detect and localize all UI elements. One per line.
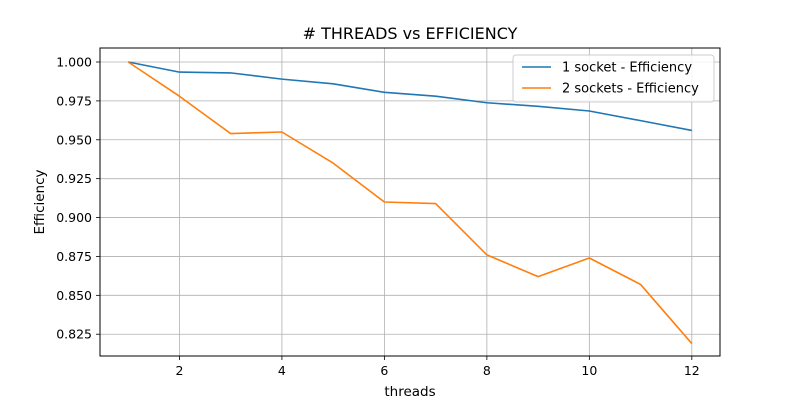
x-tick-label: 10 [581,363,597,378]
y-tick-label: 1.000 [56,55,92,70]
y-tick-label: 0.975 [56,93,92,108]
series-line-1 [128,61,692,132]
y-tick-label: 0.850 [56,288,92,303]
y-tick-label: 0.875 [56,249,92,264]
x-tick-label: 4 [278,363,286,378]
legend-entry-label: 1 socket - Efficiency [562,61,692,76]
y-tick-label: 0.925 [56,171,92,186]
y-axis-label: Efficiency [32,169,48,234]
legend-box [512,54,715,103]
series-line-2 [127,61,693,345]
y-tick-label: 0.900 [56,210,92,225]
chart-title: # THREADS vs EFFICIENCY [303,24,518,43]
axis-ticks: 2 4 6 8 10 12 0.825 0.850 0.875 0.900 0.925 0.950 0.… [56,55,700,379]
legend-entry-label: 2 sockets - Efficiency [562,82,699,97]
grid [100,48,720,356]
x-tick-label: 12 [684,363,700,378]
x-tick-label: 2 [175,363,183,378]
plot-frame [99,47,721,357]
y-tick-label: 0.950 [56,132,92,147]
x-tick-label: 6 [380,363,388,378]
series-lines [127,61,693,345]
x-axis-label: threads [384,384,435,400]
x-tick-label: 8 [483,363,491,378]
y-tick-label: 0.825 [56,327,92,342]
legend: 1 socket - Efficiency 2 sockets - Efficie… [512,54,715,103]
